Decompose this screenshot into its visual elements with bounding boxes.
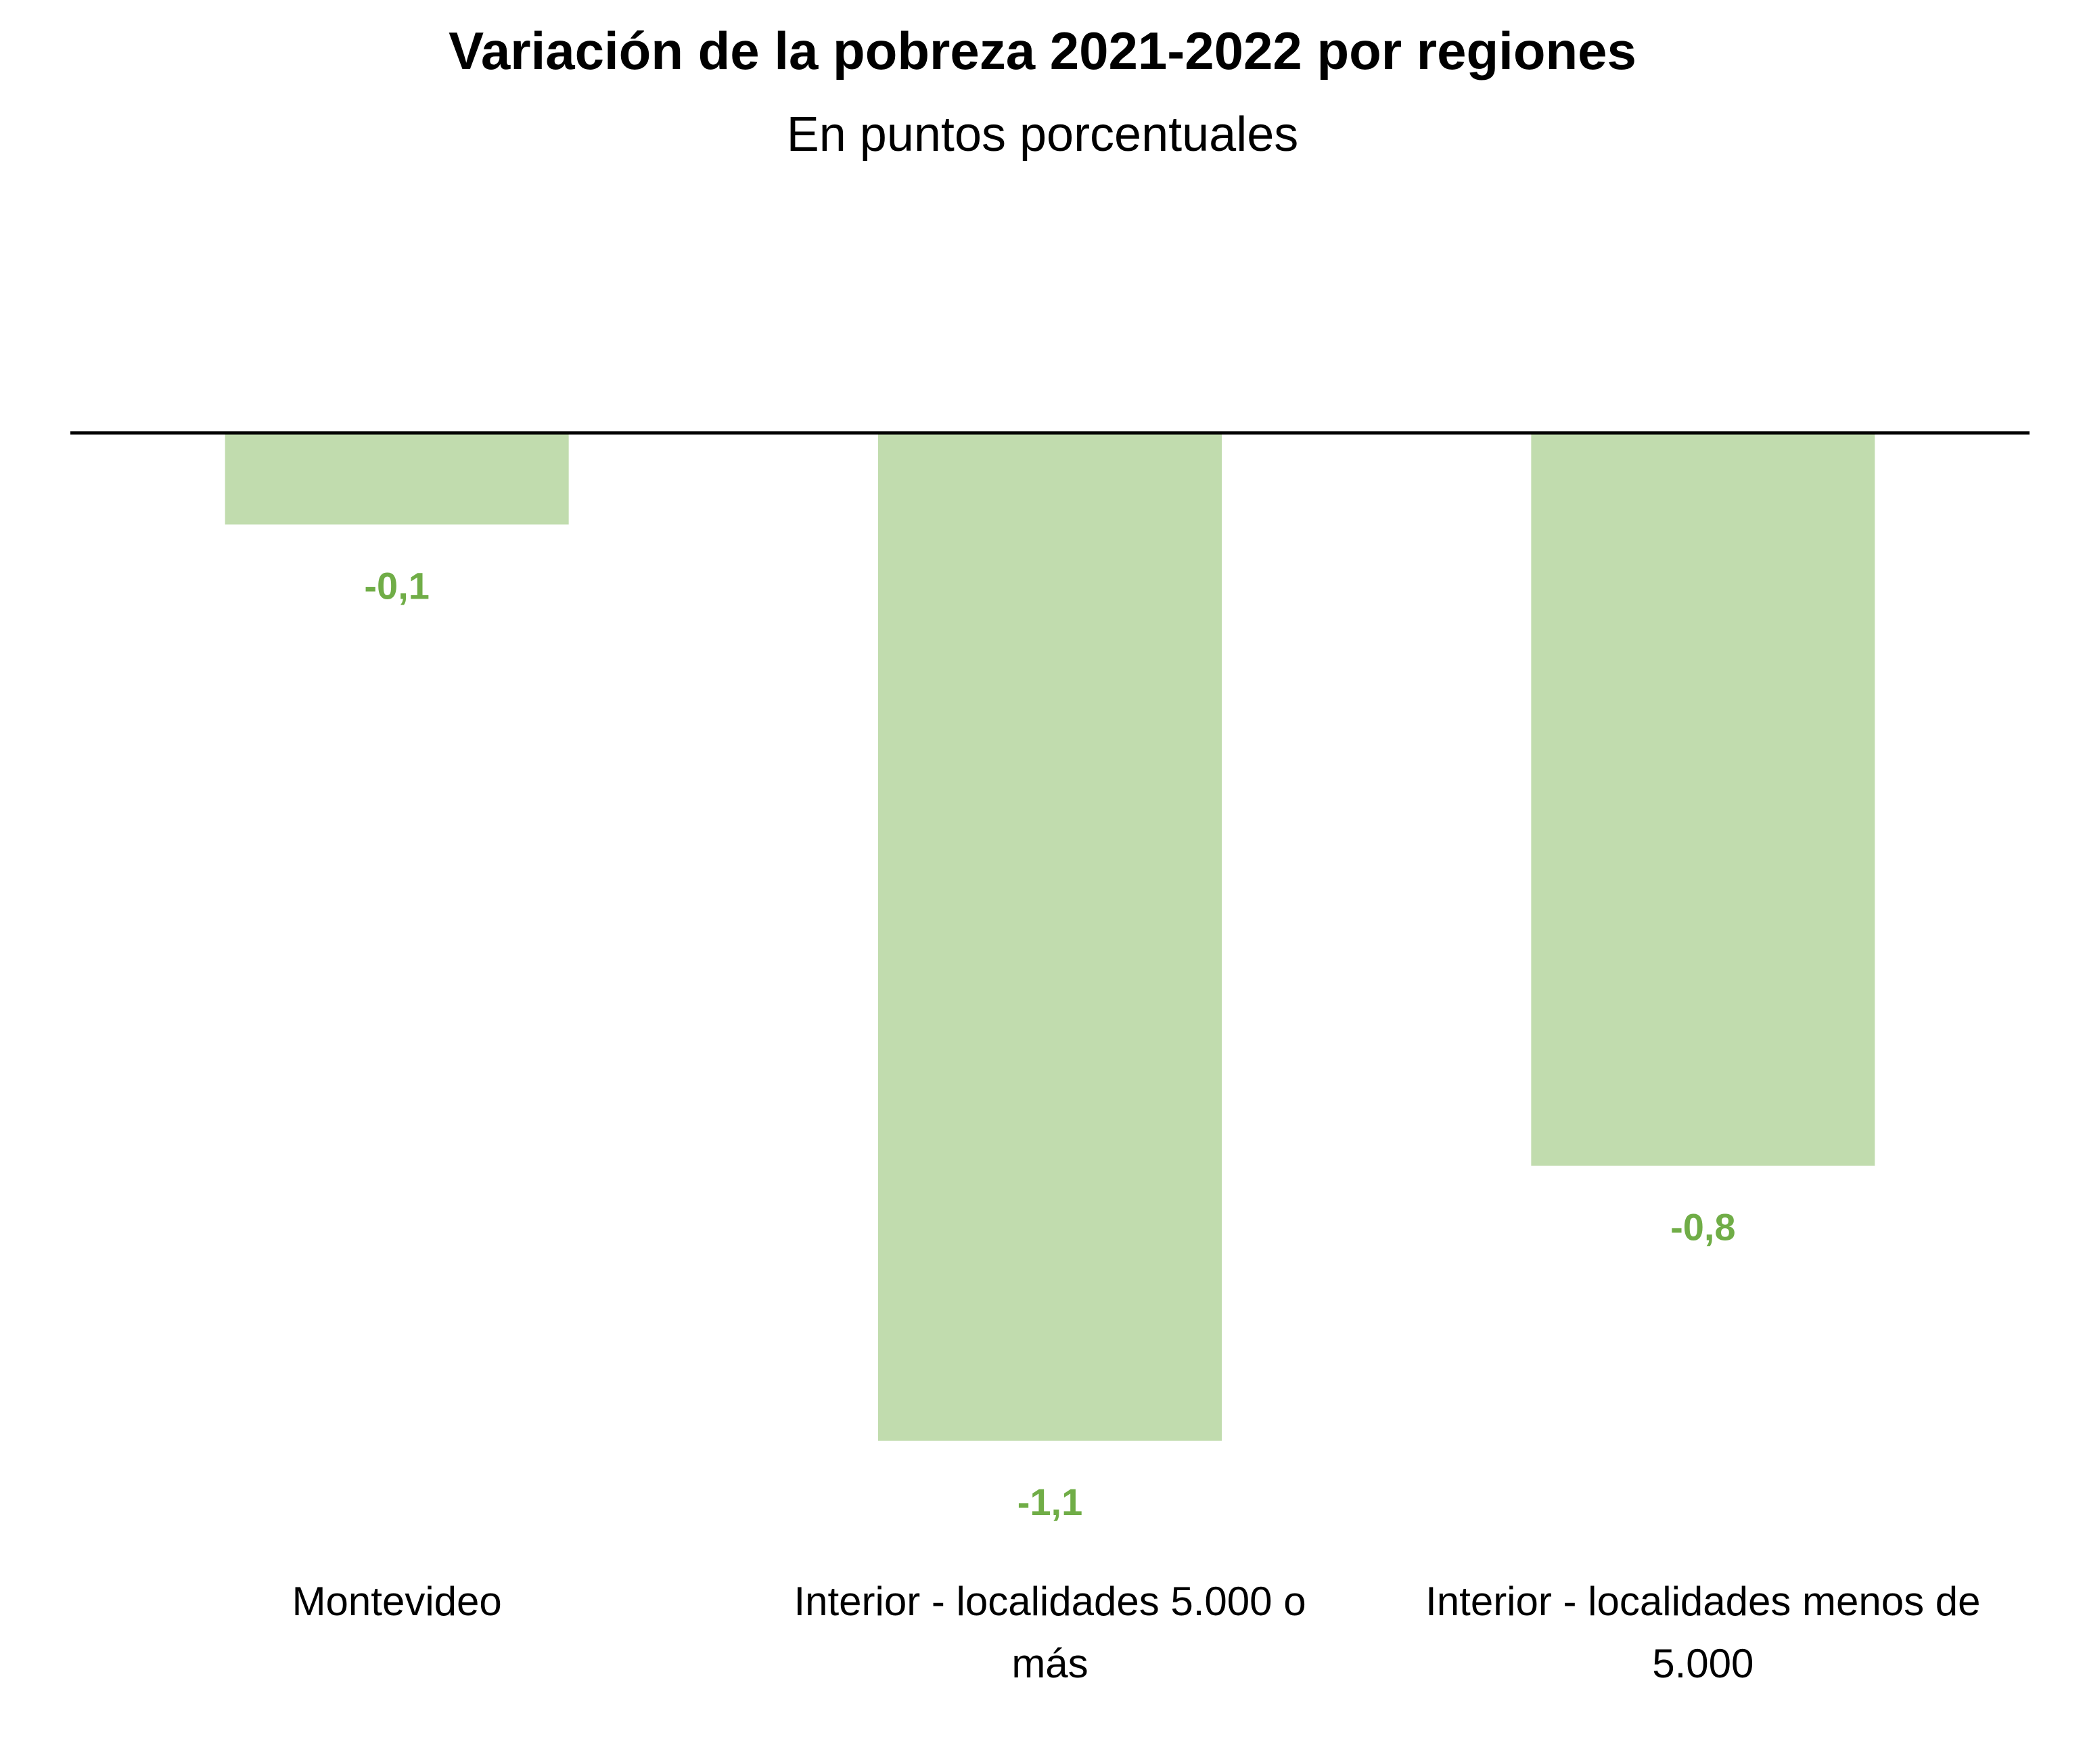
chart-title: Variación de la pobreza 2021-2022 por re…	[449, 21, 1636, 80]
bar	[1531, 433, 1875, 1166]
data-label: -0,1	[364, 564, 430, 607]
category-label: Interior - localidades 5.000 o más	[794, 1579, 1306, 1686]
chart-subtitle: En puntos porcentuales	[786, 108, 1299, 162]
data-label: -0,8	[1670, 1206, 1736, 1249]
data-label: -1,1	[1017, 1481, 1083, 1523]
bar	[225, 433, 569, 525]
bar	[878, 433, 1222, 1441]
category-label: Montevideo	[292, 1579, 502, 1624]
category-label: Interior - localidades menos de 5.000	[1425, 1579, 1980, 1686]
